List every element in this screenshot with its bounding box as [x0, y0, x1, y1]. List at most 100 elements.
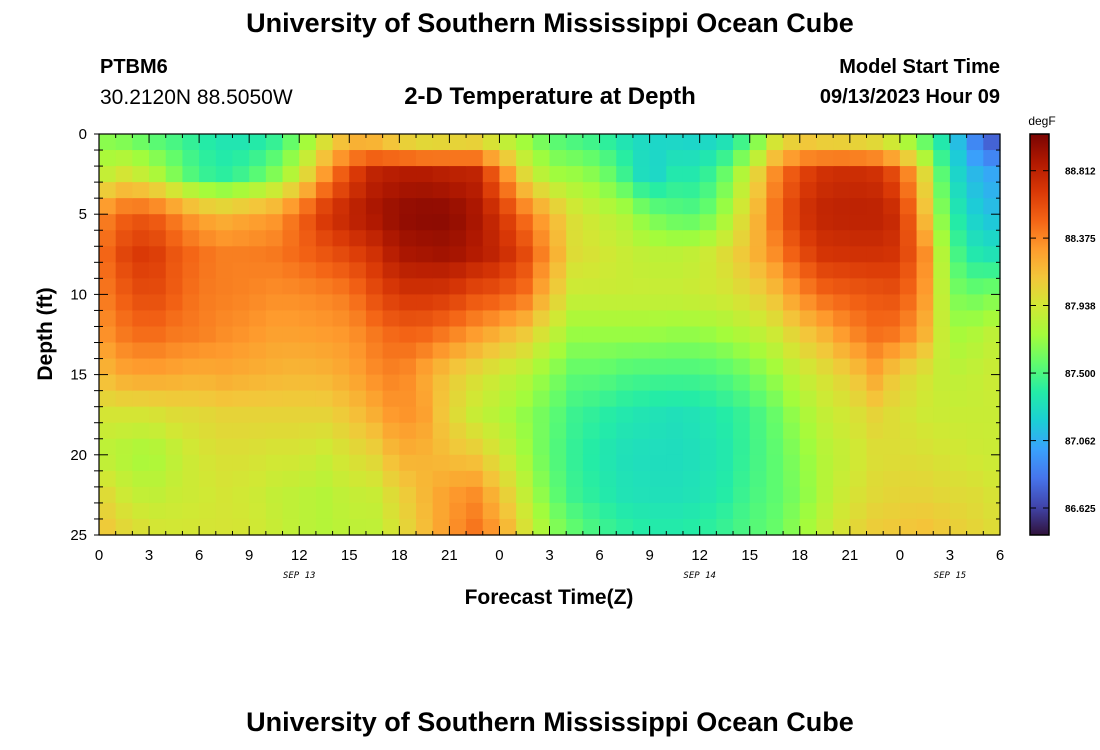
heatmap-cell: [549, 166, 567, 183]
y-tick-label: 20: [70, 447, 87, 464]
heatmap-cell: [749, 502, 768, 520]
heatmap-cell: [249, 454, 267, 472]
heatmap-cell: [482, 406, 501, 424]
heatmap-cell: [482, 454, 501, 472]
heatmap-cell: [566, 438, 584, 456]
heatmap-cell: [249, 438, 267, 456]
heatmap-cell: [282, 182, 300, 199]
heatmap-cell: [866, 166, 884, 183]
heatmap-cell: [783, 406, 801, 424]
heatmap-cell: [616, 454, 634, 472]
heatmap-cell: [149, 406, 167, 424]
heatmap-cell: [566, 502, 584, 520]
heatmap-cell: [866, 326, 884, 344]
heatmap-cell: [416, 374, 434, 392]
heatmap-cell: [149, 422, 167, 440]
heatmap-cell: [416, 262, 434, 279]
heatmap-cell: [416, 310, 434, 328]
heatmap-cell: [899, 422, 918, 440]
heatmap-cell: [516, 454, 534, 472]
heatmap-cell: [349, 230, 367, 247]
heatmap-cell: [232, 486, 250, 504]
heatmap-cell: [632, 470, 651, 488]
heatmap-cell: [816, 374, 834, 392]
colorbar-ticks: 88.812 88.375 87.938 87.500 87.062 86.625: [1030, 167, 1096, 515]
heatmap-cell: [933, 166, 951, 183]
heatmap-cell: [799, 486, 818, 504]
heatmap-cell: [616, 518, 634, 536]
heatmap-cell: [115, 182, 133, 199]
heatmap-cell: [716, 342, 734, 360]
heatmap-cell: [449, 198, 467, 215]
heatmap-cell: [165, 134, 184, 151]
heatmap-cell: [432, 326, 450, 344]
heatmap-cell: [165, 518, 184, 536]
heatmap-cell: [416, 150, 434, 167]
heatmap-cell: [599, 150, 617, 167]
heatmap-cell: [949, 246, 968, 263]
heatmap-cell: [783, 486, 801, 504]
heatmap-cell: [165, 502, 184, 520]
heatmap-cell: [115, 326, 133, 344]
heatmap-cell: [516, 374, 534, 392]
heatmap-cell: [582, 422, 601, 440]
heatmap-cell: [649, 166, 667, 183]
heatmap-cell: [983, 374, 1001, 392]
heatmap-cell: [115, 470, 133, 488]
heatmap-cell: [716, 294, 734, 312]
heatmap-cell: [883, 390, 901, 408]
heatmap-cell: [549, 342, 567, 360]
heatmap-cell: [566, 166, 584, 183]
heatmap-cell: [766, 358, 784, 376]
heatmap-cell: [766, 422, 784, 440]
heatmap-cell: [632, 198, 651, 215]
heatmap-cell: [849, 358, 868, 376]
heatmap-cell: [733, 278, 751, 295]
heatmap-cell: [666, 438, 684, 456]
heatmap-cell: [365, 246, 384, 263]
heatmap-cell: [466, 406, 484, 424]
x-tick-label: 12: [291, 547, 308, 564]
heatmap-cell: [115, 230, 133, 247]
heatmap-cell: [249, 486, 267, 504]
heatmap-cell: [516, 310, 534, 328]
heatmap-cell: [282, 470, 300, 488]
heatmap-cell: [582, 374, 601, 392]
heatmap-cell: [549, 262, 567, 279]
heatmap-cell: [399, 150, 417, 167]
heatmap-cell: [783, 134, 801, 151]
heatmap-cell: [332, 166, 350, 183]
heatmap-cell: [466, 374, 484, 392]
heatmap-cell: [783, 182, 801, 199]
heatmap-cell: [99, 390, 117, 408]
temperature-depth-chart: 0 3 6 9 12 15 18 21 0 3 6 9 12 15 18 21 0 3 6 0 5 10 15 20 25 F…: [34, 114, 1096, 609]
heatmap-cell: [616, 166, 634, 183]
heatmap-cell: [582, 166, 601, 183]
heatmap-cell: [382, 406, 400, 424]
heatmap-cell: [282, 422, 300, 440]
heatmap-cell: [716, 470, 734, 488]
heatmap-cell: [432, 294, 450, 312]
heatmap-cell: [532, 246, 551, 263]
heatmap-cell: [933, 262, 951, 279]
x-tick-label: 0: [495, 547, 503, 564]
heatmap-cell: [632, 294, 651, 312]
heatmap-cell: [382, 214, 400, 231]
heatmap-cell: [799, 166, 818, 183]
heatmap-cell: [816, 406, 834, 424]
heatmap-cell: [232, 342, 250, 360]
heatmap-cell: [933, 278, 951, 295]
x-tick-label: 18: [391, 547, 408, 564]
heatmap-cell: [215, 326, 234, 344]
heatmap-cell: [666, 310, 684, 328]
heatmap-cell: [833, 518, 851, 536]
heatmap-cell: [682, 326, 701, 344]
heatmap-cell: [916, 198, 934, 215]
heatmap-cell: [933, 422, 951, 440]
heatmap-cell: [816, 518, 834, 536]
heatmap-cell: [232, 166, 250, 183]
heatmap-cell: [582, 310, 601, 328]
heatmap-cell: [849, 406, 868, 424]
heatmap-cell: [382, 342, 400, 360]
heatmap-cell: [199, 438, 217, 456]
